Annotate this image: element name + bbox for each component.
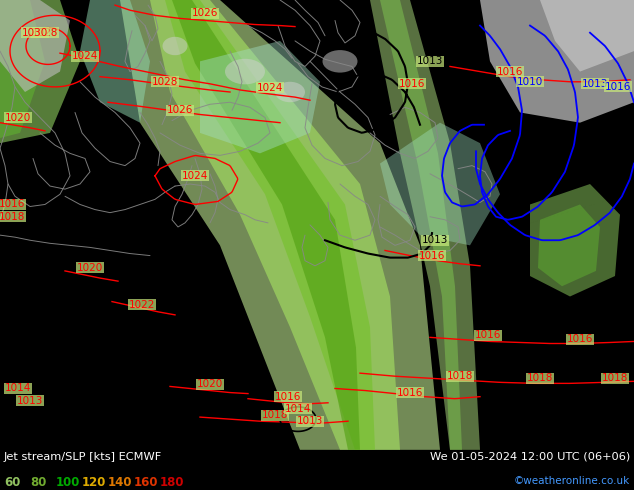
Text: Jet stream/SLP [kts] ECMWF: Jet stream/SLP [kts] ECMWF <box>4 452 162 462</box>
Text: 1016: 1016 <box>567 334 593 344</box>
Polygon shape <box>380 122 500 245</box>
Ellipse shape <box>225 59 265 84</box>
Ellipse shape <box>162 37 188 55</box>
Text: 1026: 1026 <box>192 8 218 18</box>
Ellipse shape <box>323 50 358 73</box>
Text: 1028: 1028 <box>152 77 178 87</box>
Text: 1016: 1016 <box>497 67 523 76</box>
Ellipse shape <box>275 82 305 102</box>
Polygon shape <box>540 0 634 72</box>
Text: 1022: 1022 <box>129 300 155 310</box>
Text: 140: 140 <box>108 476 133 489</box>
Text: 60: 60 <box>4 476 20 489</box>
Polygon shape <box>80 0 150 122</box>
Text: 1016: 1016 <box>275 392 301 402</box>
Text: 120: 120 <box>82 476 107 489</box>
Polygon shape <box>0 0 45 138</box>
Text: 1013: 1013 <box>17 396 43 406</box>
Text: 1024: 1024 <box>72 51 98 61</box>
Text: 1018: 1018 <box>262 410 288 420</box>
Text: 1016: 1016 <box>475 330 501 341</box>
Text: 1013: 1013 <box>417 56 443 66</box>
Polygon shape <box>370 0 480 450</box>
Polygon shape <box>0 0 70 92</box>
Text: 80: 80 <box>30 476 46 489</box>
Text: 1014: 1014 <box>285 404 311 414</box>
Polygon shape <box>172 0 360 450</box>
Polygon shape <box>0 0 80 143</box>
Text: 1013: 1013 <box>297 416 323 426</box>
Text: 1018: 1018 <box>447 371 473 381</box>
Text: 1010: 1010 <box>517 77 543 87</box>
Text: 1016: 1016 <box>0 199 25 209</box>
Text: We 01-05-2024 12:00 UTC (06+06): We 01-05-2024 12:00 UTC (06+06) <box>430 452 630 462</box>
Text: 1016: 1016 <box>419 250 445 261</box>
Text: 1016: 1016 <box>399 79 425 89</box>
Text: 1018: 1018 <box>527 373 553 383</box>
Text: 1018: 1018 <box>0 212 25 222</box>
Polygon shape <box>120 0 440 450</box>
Polygon shape <box>480 0 634 122</box>
Text: 1020: 1020 <box>197 379 223 390</box>
Text: 1020: 1020 <box>77 263 103 273</box>
Text: 1028: 1028 <box>32 28 58 38</box>
Polygon shape <box>530 184 620 296</box>
Text: 1014: 1014 <box>5 384 31 393</box>
Text: 1024: 1024 <box>257 83 283 93</box>
Text: 1013: 1013 <box>422 235 448 245</box>
Text: 1026: 1026 <box>167 105 193 116</box>
Text: 1024: 1024 <box>182 171 208 181</box>
Text: 1013: 1013 <box>582 79 608 89</box>
Text: 180: 180 <box>160 476 184 489</box>
Polygon shape <box>165 0 375 450</box>
Polygon shape <box>200 41 320 153</box>
Text: 1018: 1018 <box>602 373 628 383</box>
Text: 160: 160 <box>134 476 158 489</box>
Text: 1030: 1030 <box>22 28 48 38</box>
Polygon shape <box>150 0 400 450</box>
Text: 100: 100 <box>56 476 81 489</box>
Text: 1016: 1016 <box>605 82 631 92</box>
Polygon shape <box>380 0 462 450</box>
Text: 1016: 1016 <box>397 388 423 397</box>
Text: ©weatheronline.co.uk: ©weatheronline.co.uk <box>514 476 630 486</box>
Polygon shape <box>538 204 600 286</box>
Text: 1020: 1020 <box>5 113 31 122</box>
